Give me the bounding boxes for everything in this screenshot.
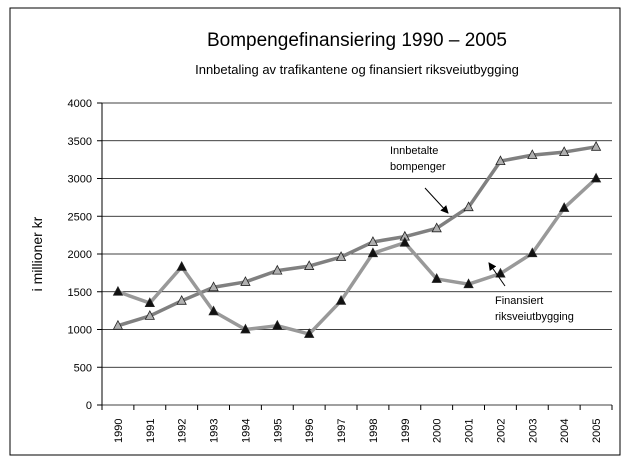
x-tick-label: 1997: [336, 419, 348, 443]
x-tick-label: 2003: [527, 419, 539, 443]
annotation-arrow: [424, 187, 449, 214]
x-tick-label: 1999: [400, 419, 412, 443]
x-tick-label: 2001: [464, 419, 476, 443]
annotation: bompenger: [390, 161, 446, 173]
data-point: [495, 155, 506, 166]
annotation: Finansiert: [495, 295, 543, 307]
data-point: [335, 294, 347, 305]
annotation: Innbetalte: [390, 145, 438, 157]
x-tick-label: 2004: [559, 419, 571, 443]
data-point: [112, 285, 124, 296]
y-tick-label: 0: [86, 400, 92, 412]
chart-title: Bompengefinansiering 1990 – 2005: [207, 30, 507, 51]
data-point: [431, 273, 442, 283]
data-point: [559, 202, 570, 212]
data-point: [559, 146, 570, 156]
x-tick-label: 2002: [495, 419, 507, 443]
data-point: [176, 260, 187, 271]
data-point: [431, 222, 442, 233]
x-tick-label: 2000: [432, 419, 444, 443]
annotation-arrow: [488, 262, 506, 287]
data-point: [112, 319, 124, 330]
series-line: [117, 177, 598, 336]
data-point: [590, 140, 602, 151]
x-tick-label: 1991: [145, 419, 157, 443]
data-point: [304, 260, 315, 270]
data-point: [240, 276, 251, 286]
series-line: [117, 145, 597, 328]
data-point: [304, 328, 315, 338]
data-point: [463, 201, 474, 212]
data-point: [176, 294, 187, 305]
data-point: [399, 236, 410, 247]
data-point: [272, 264, 283, 275]
data-point: [272, 319, 283, 330]
data-point: [208, 281, 219, 292]
data-point: [335, 251, 347, 261]
x-tick-label: 1995: [272, 419, 284, 443]
annotation: riksveiutbygging: [495, 311, 574, 323]
data-point: [144, 310, 155, 320]
x-tick-label: 1994: [240, 419, 252, 443]
y-tick-label: 1000: [68, 325, 92, 337]
y-tick-label: 500: [74, 362, 92, 374]
y-tick-label: 2500: [68, 211, 92, 223]
data-point: [144, 297, 155, 307]
data-point: [527, 247, 538, 258]
data-point: [367, 247, 379, 258]
y-tick-label: 1500: [68, 287, 92, 299]
y-axis-label: i millioner kr: [29, 216, 45, 291]
data-point: [208, 305, 219, 316]
y-tick-label: 2000: [68, 249, 92, 261]
frame: [9, 7, 621, 456]
x-tick-label: 1990: [113, 419, 125, 443]
x-tick-label: 1993: [209, 419, 221, 443]
x-tick-label: 1996: [304, 419, 316, 443]
chart-subtitle: Innbetaling av trafikantene og finansier…: [195, 62, 519, 77]
data-point: [590, 172, 602, 183]
x-tick-label: 2005: [591, 419, 603, 443]
y-tick-label: 3000: [68, 174, 92, 186]
data-point: [527, 149, 538, 159]
data-point: [463, 278, 474, 289]
data-point: [495, 267, 506, 278]
x-tick-label: 1992: [177, 419, 189, 443]
y-tick-label: 4000: [68, 98, 92, 110]
data-point: [367, 236, 379, 246]
x-tick-label: 1998: [368, 419, 380, 443]
y-tick-label: 3500: [68, 136, 92, 148]
data-point: [240, 323, 251, 334]
